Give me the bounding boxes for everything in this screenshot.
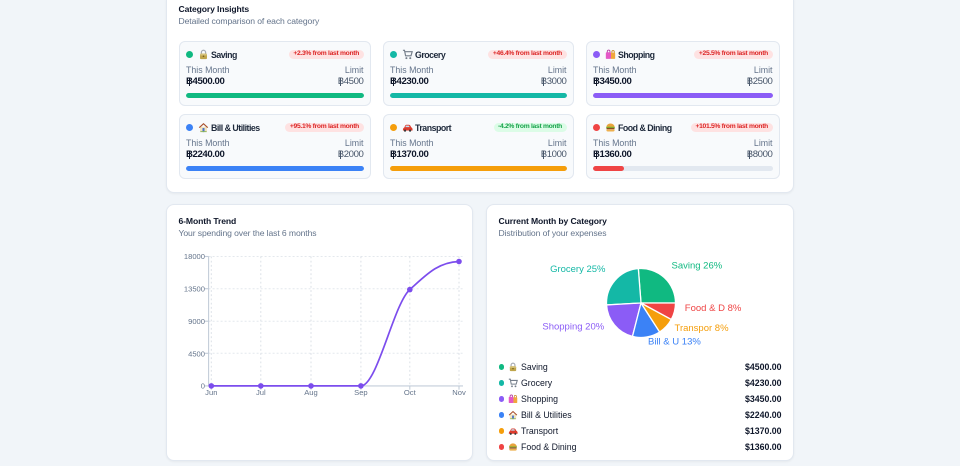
svg-text:0: 0	[201, 382, 205, 391]
svg-text:9000: 9000	[188, 317, 205, 326]
svg-text:18000: 18000	[184, 252, 205, 261]
svg-text:Saving 26%: Saving 26%	[672, 261, 723, 272]
svg-text:Food & D 8%: Food & D 8%	[685, 303, 742, 314]
svg-text:Oct: Oct	[404, 388, 417, 397]
svg-text:13500: 13500	[184, 285, 205, 294]
svg-text:Sep: Sep	[354, 388, 368, 397]
svg-text:Bill & U 13%: Bill & U 13%	[648, 337, 701, 348]
svg-text:Transpor 8%: Transpor 8%	[675, 323, 730, 334]
svg-text:Shopping 20%: Shopping 20%	[542, 321, 604, 332]
svg-text:Jul: Jul	[256, 388, 266, 397]
svg-text:4500: 4500	[188, 349, 205, 358]
svg-text:Aug: Aug	[304, 388, 318, 397]
svg-text:Nov: Nov	[452, 388, 466, 397]
svg-text:Grocery 25%: Grocery 25%	[550, 264, 606, 275]
svg-text:Jun: Jun	[205, 388, 217, 397]
